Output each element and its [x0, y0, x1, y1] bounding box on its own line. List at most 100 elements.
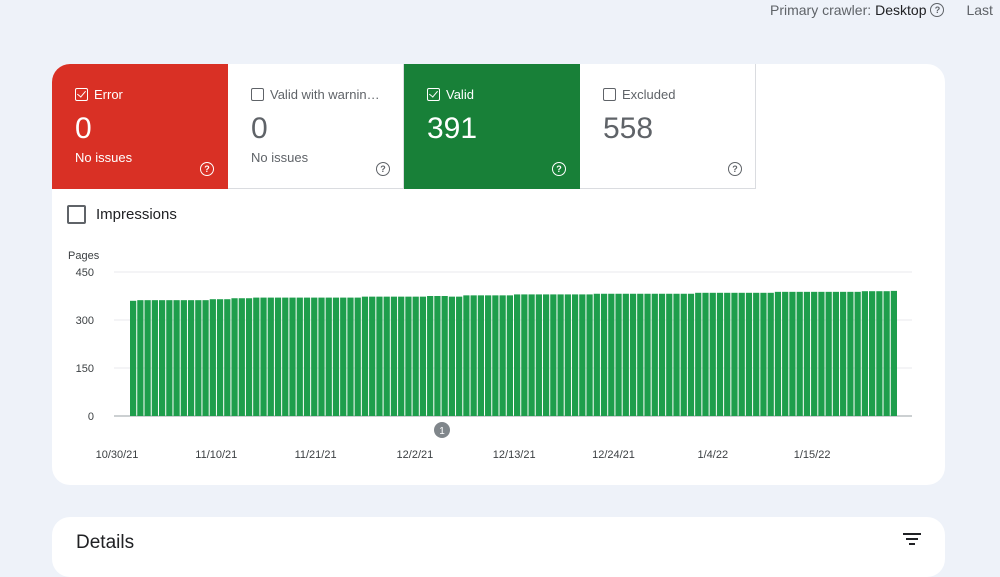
bar [347, 297, 354, 416]
y-tick-label: 0 [88, 411, 94, 423]
bar [716, 292, 724, 416]
bar [311, 297, 318, 416]
bar [724, 292, 731, 416]
excluded-help-icon[interactable]: ? [728, 162, 742, 176]
bar [383, 296, 390, 416]
coverage-chart: Pages 0 150 300 450 10/30/21 11/10/21 11/21/21 1… [68, 250, 912, 461]
warning-count: 0 [251, 112, 268, 145]
bar [282, 297, 289, 416]
bar [419, 296, 427, 416]
bar [224, 299, 231, 416]
bar [238, 298, 245, 416]
bar [608, 293, 615, 416]
bar [702, 292, 709, 416]
excluded-label: Excluded [622, 87, 676, 102]
excluded-tile[interactable]: Excluded 558 ? [580, 64, 756, 189]
bar [340, 297, 347, 416]
bar [296, 297, 303, 416]
bar [861, 291, 869, 416]
bar [789, 291, 796, 416]
bar [130, 300, 137, 416]
impressions-toggle[interactable]: Impressions [67, 205, 177, 224]
bar [485, 295, 492, 416]
bar [644, 293, 651, 416]
bar [695, 292, 702, 416]
bar [514, 294, 521, 416]
error-help-icon[interactable]: ? [200, 162, 214, 176]
bar [557, 294, 564, 416]
bar [593, 293, 600, 416]
bar [550, 294, 557, 416]
x-tick-label: 11/10/21 [195, 449, 237, 461]
warning-help-icon[interactable]: ? [376, 162, 390, 176]
bar [144, 300, 151, 416]
warning-tile[interactable]: Valid with warnin… 0 No issues ? [228, 64, 404, 189]
warning-checkbox[interactable] [251, 88, 264, 101]
bar [680, 293, 687, 416]
bar [767, 292, 774, 416]
bar [390, 296, 398, 416]
bar [166, 300, 173, 416]
x-tick-label: 12/2/21 [397, 449, 434, 461]
excluded-count: 558 [603, 112, 654, 145]
bar [753, 292, 760, 416]
bar [492, 295, 499, 416]
crawler-help-icon[interactable]: ? [930, 3, 945, 17]
y-axis-label: Pages [68, 250, 100, 262]
bar [832, 291, 840, 416]
valid-tile[interactable]: Valid 391 ? [404, 64, 580, 189]
valid-checkbox[interactable] [427, 88, 440, 101]
bar [456, 296, 463, 416]
bar [202, 300, 209, 416]
valid-help-icon[interactable]: ? [552, 162, 566, 176]
error-sub: No issues [75, 150, 133, 165]
bar [651, 293, 658, 416]
x-tick-label: 1/4/22 [698, 449, 729, 461]
crawler-value: Desktop [875, 2, 927, 18]
bar [854, 291, 861, 416]
bar [412, 296, 419, 416]
bar [542, 294, 550, 416]
bar [840, 291, 847, 416]
x-tick-label: 12/13/21 [493, 449, 536, 461]
bar [528, 294, 535, 416]
bar [180, 300, 187, 416]
error-checkbox[interactable] [75, 88, 88, 101]
bar [441, 296, 448, 416]
bar [260, 297, 267, 416]
bar [173, 300, 180, 416]
bar [361, 296, 369, 416]
bar [782, 291, 789, 416]
status-tiles: Error 0 No issues ? Valid with warnin… 0… [52, 64, 756, 189]
x-tick-label: 1/15/22 [794, 449, 831, 461]
bar [774, 291, 782, 416]
error-tile[interactable]: Error 0 No issues ? [52, 64, 228, 189]
bar [760, 292, 767, 416]
bar [687, 293, 695, 416]
bar [376, 296, 383, 416]
details-card: Details [52, 517, 945, 577]
valid-label: Valid [446, 87, 474, 102]
bar [883, 291, 890, 416]
impressions-checkbox[interactable] [67, 205, 86, 224]
warning-label: Valid with warnin… [270, 87, 380, 102]
bar [637, 293, 644, 416]
bar [463, 295, 470, 416]
bar [586, 294, 593, 416]
impressions-label: Impressions [96, 206, 177, 223]
bar [499, 295, 506, 416]
bar [369, 296, 376, 416]
y-tick-label: 150 [76, 363, 94, 375]
x-tick-label: 10/30/21 [96, 449, 139, 461]
bar [303, 297, 311, 416]
bar [731, 292, 738, 416]
bar [869, 291, 876, 416]
filter-icon[interactable] [903, 532, 921, 546]
crawler-label: Primary crawler: [770, 2, 872, 18]
bar [825, 291, 832, 416]
coverage-card: Error 0 No issues ? Valid with warnin… 0… [52, 64, 945, 485]
bar [253, 297, 260, 416]
bar [216, 299, 224, 416]
bar [811, 291, 818, 416]
excluded-checkbox[interactable] [603, 88, 616, 101]
